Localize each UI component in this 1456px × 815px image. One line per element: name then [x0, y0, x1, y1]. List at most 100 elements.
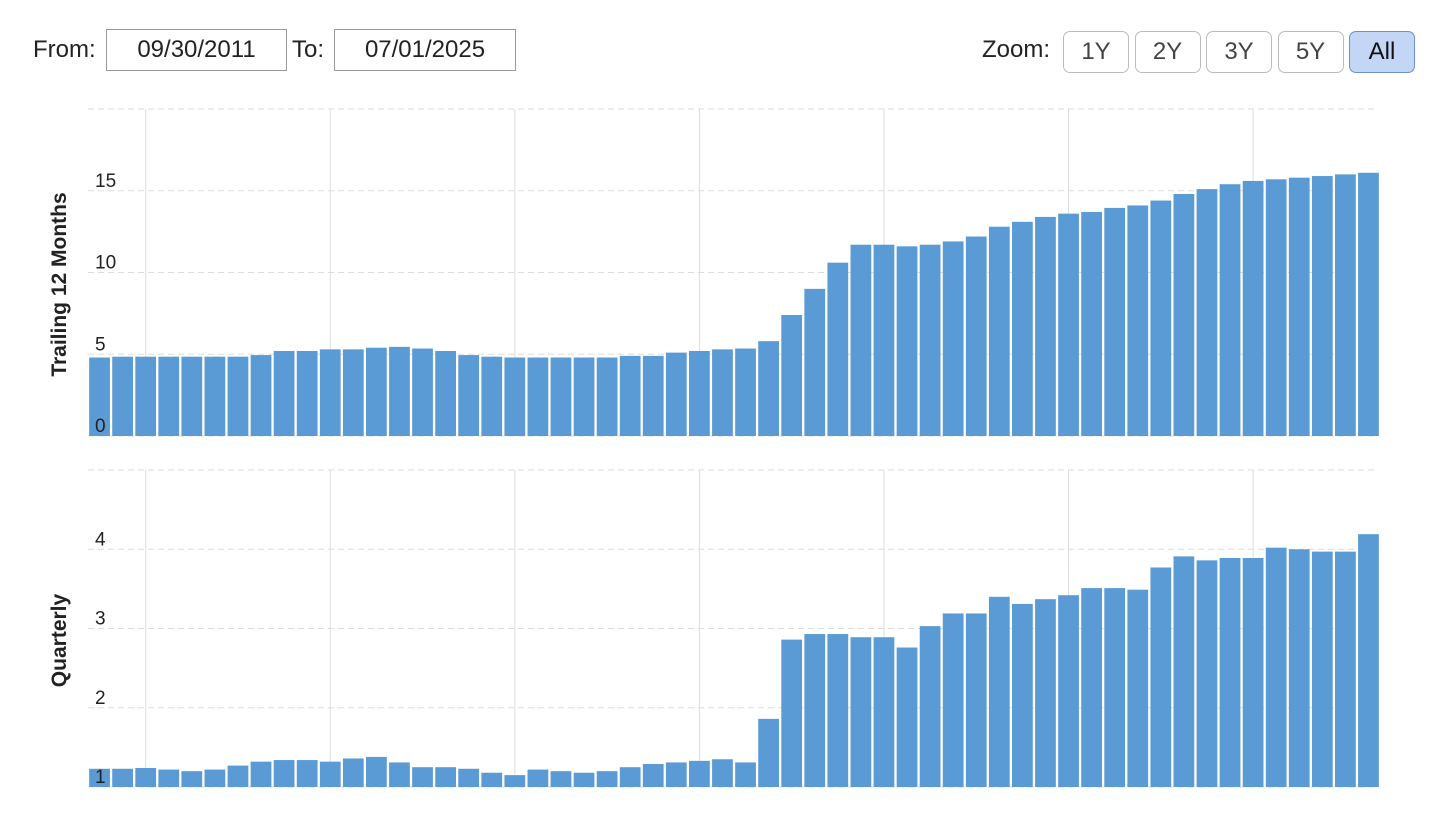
bar [204, 356, 226, 436]
from-label: From: [33, 36, 96, 63]
bar [850, 244, 872, 436]
bar [1219, 557, 1241, 787]
zoom-button[interactable]: 5Y [1277, 31, 1344, 73]
bar [135, 767, 157, 787]
bar [296, 350, 318, 436]
bar [1104, 207, 1126, 436]
bar [1358, 534, 1379, 787]
to-input[interactable]: 07/01/2025 [334, 29, 516, 71]
bar [550, 357, 572, 436]
bar [1150, 200, 1172, 436]
zoom-label: Zoom: [982, 36, 1051, 63]
bar [873, 637, 895, 787]
bar [112, 356, 133, 436]
bar [1311, 176, 1333, 436]
bar [665, 762, 687, 787]
zoom-button[interactable]: 1Y [1063, 31, 1129, 73]
bar [550, 771, 572, 787]
bar [1196, 189, 1218, 436]
bar [112, 768, 133, 787]
bar [804, 288, 826, 436]
bar [1012, 221, 1033, 436]
bar [896, 647, 918, 787]
bar [712, 349, 733, 436]
bar [1358, 172, 1379, 436]
bar [227, 765, 249, 787]
bar [827, 634, 849, 787]
bar [527, 357, 549, 436]
bar [596, 357, 618, 436]
bar [273, 350, 295, 436]
bar [804, 634, 826, 787]
bar [665, 352, 687, 436]
bar [689, 760, 710, 787]
bar [1081, 212, 1102, 436]
bar [735, 348, 756, 436]
y-axis-title: Trailing 12 Months [48, 192, 71, 376]
bar [319, 349, 341, 436]
y-tick-label: 15 [95, 171, 116, 192]
bar [389, 762, 410, 787]
from-input[interactable]: 09/30/2011 [106, 29, 287, 71]
bar [758, 341, 779, 436]
bar [412, 348, 433, 436]
bar [919, 244, 941, 436]
bar [873, 244, 895, 436]
bar [1288, 177, 1310, 437]
bar [250, 761, 272, 787]
bar [1127, 205, 1149, 436]
bar [689, 350, 710, 436]
bar [988, 596, 1010, 787]
bar [619, 355, 641, 436]
bar [596, 771, 618, 787]
bar [573, 772, 595, 787]
y-tick-label: 2 [95, 688, 106, 709]
bar [158, 356, 180, 436]
bar [527, 769, 549, 787]
bar [296, 760, 318, 787]
bar [412, 767, 433, 787]
bar [1012, 603, 1033, 787]
bar [1219, 184, 1241, 436]
bar [988, 226, 1010, 436]
bar [1173, 194, 1195, 436]
bar [458, 355, 480, 436]
bar [458, 768, 480, 787]
bar [158, 769, 180, 787]
bar [619, 767, 641, 787]
bar [135, 356, 157, 436]
bar [504, 775, 526, 787]
bar [1196, 560, 1218, 787]
bar [435, 767, 456, 787]
bar [942, 613, 964, 787]
to-label: To: [292, 36, 325, 63]
bar [965, 613, 987, 787]
zoom-button[interactable]: 3Y [1206, 31, 1272, 73]
bar [919, 626, 941, 787]
bar [781, 639, 803, 787]
bar [1035, 599, 1056, 787]
bar [1058, 595, 1079, 787]
bar [758, 718, 779, 787]
bar [781, 315, 803, 436]
zoom-button[interactable]: All [1349, 31, 1415, 73]
bar [712, 759, 733, 787]
bar [735, 762, 756, 787]
y-tick-label: 3 [95, 609, 106, 630]
bar [1265, 179, 1287, 436]
y-tick-label: 5 [95, 334, 106, 355]
bar [1335, 174, 1356, 436]
bar [89, 357, 110, 436]
bar [1242, 557, 1264, 787]
controls: From: 09/30/2011 To: 07/01/2025 Zoom: 1Y… [0, 0, 1456, 90]
zoom-button[interactable]: 2Y [1134, 31, 1201, 73]
y-tick-label: 0 [95, 416, 106, 437]
bar [1265, 547, 1287, 787]
bar [827, 262, 849, 436]
bar [342, 758, 364, 787]
bar [273, 760, 295, 787]
bar [1288, 549, 1310, 787]
bar [366, 756, 387, 787]
